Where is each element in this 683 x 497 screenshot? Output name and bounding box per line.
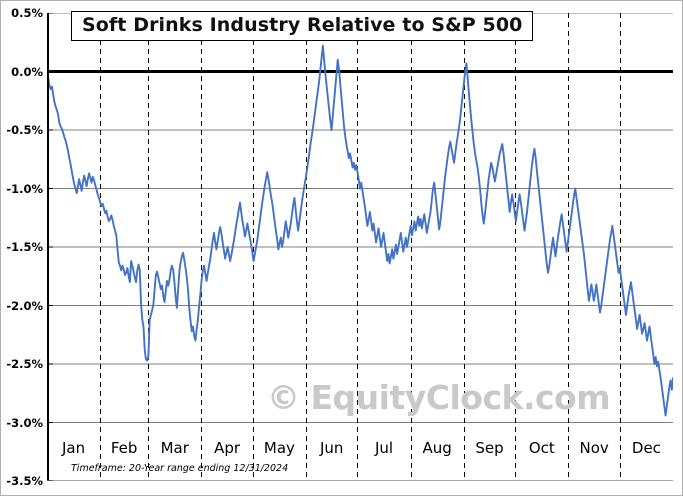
x-axis-month-label-aug: Aug <box>422 439 452 457</box>
x-axis-month-label-may: May <box>263 439 295 457</box>
y-axis-tick-label: -1.0% <box>6 181 43 196</box>
chart-title: Soft Drinks Industry Relative to S&P 500 <box>71 11 534 41</box>
x-axis-month-label-sep: Sep <box>475 439 504 457</box>
x-axis-month-label-oct: Oct <box>528 439 555 457</box>
y-axis-tick-label: -2.0% <box>6 298 43 313</box>
x-axis-month-label-nov: Nov <box>579 439 609 457</box>
y-axis-labels: 0.5% 0.0% -0.5% -1.0% -1.5% -2.0% -2.5% -3.0% -3… <box>1 1 43 497</box>
x-axis-month-label-jun: Jun <box>319 439 344 457</box>
x-axis-month-label-jul: Jul <box>374 439 394 457</box>
plot-area <box>47 13 673 481</box>
x-axis-month-label-jan: Jan <box>62 439 86 457</box>
chart-footnote: Timeframe: 20-Year range ending 12/31/20… <box>71 463 289 474</box>
x-axis-month-label-dec: Dec <box>631 439 661 457</box>
x-axis-month-label-feb: Feb <box>110 439 138 457</box>
y-axis-tick-label: 0.5% <box>11 6 43 20</box>
x-axis-month-label-apr: Apr <box>214 439 241 457</box>
y-axis-tick-label: -3.0% <box>6 415 43 430</box>
y-axis-tick-label: -2.5% <box>6 357 43 371</box>
chart-svg <box>47 13 673 481</box>
y-axis-tick-label: -0.5% <box>6 123 43 137</box>
month-dividers <box>100 13 621 481</box>
y-axis-tick-label: -1.5% <box>6 240 43 254</box>
data-series-line <box>47 44 673 417</box>
gridlines <box>47 13 673 481</box>
x-axis-month-label-mar: Mar <box>160 439 189 457</box>
y-axis-tick-label: 0.0% <box>11 64 43 79</box>
plot-axes <box>47 13 673 481</box>
x-axis-month-labels: Jan Feb Mar Apr May Jun Jul Aug Sep Oct Nov Dec <box>1 439 683 463</box>
y-axis-tick-label: -3.5% <box>6 474 43 488</box>
